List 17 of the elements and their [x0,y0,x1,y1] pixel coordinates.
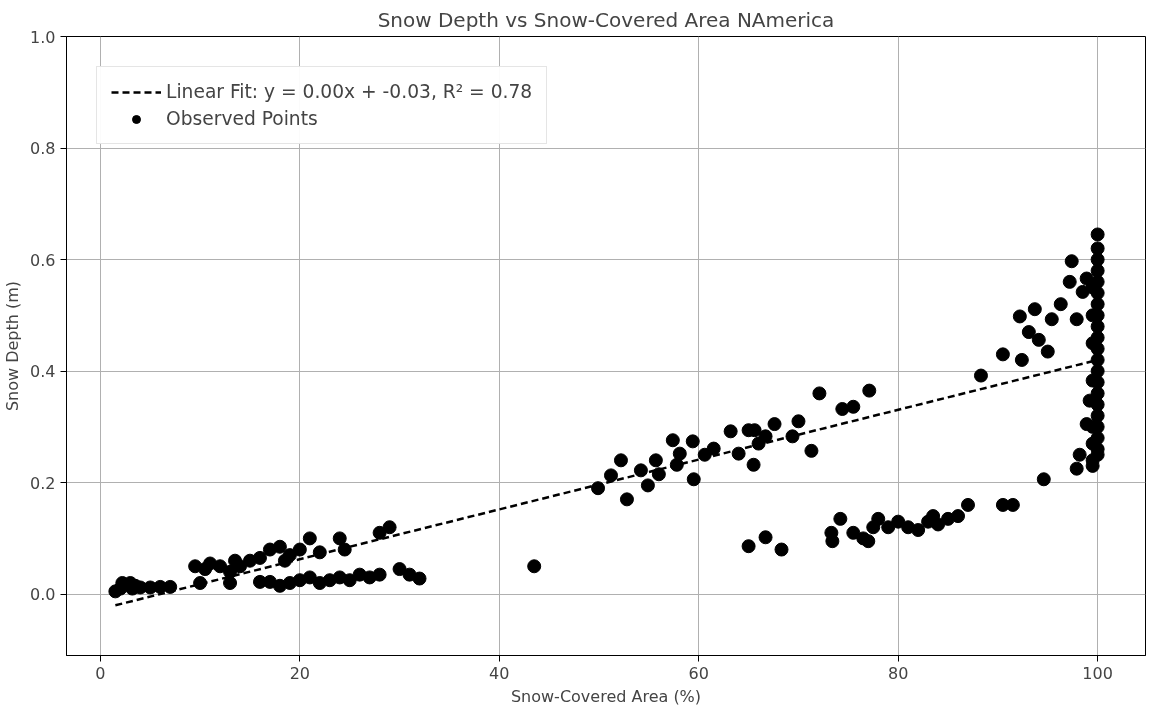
x-tick-label: 60 [688,663,709,683]
y-axis-title: Snow Depth (m) [3,280,23,412]
y-tick-label: 0.0 [30,585,56,605]
x-tick-label: 40 [489,663,510,683]
chart-title: Snow Depth vs Snow-Covered Area NAmerica [377,7,835,32]
x-tick-label: 80 [888,663,909,683]
y-tick-label: 0.2 [30,473,56,493]
y-tick-label: 0.4 [30,362,56,382]
x-tick-label: 0 [95,663,106,683]
y-tick-label: 0.6 [30,250,56,270]
x-tick-label: 100 [1082,663,1113,683]
legend-label: Observed Points [166,108,318,129]
y-tick-label: 1.0 [30,27,56,47]
y-tick-label: 0.8 [30,139,56,159]
x-tick-label: 20 [289,663,311,683]
legend-label: Linear Fit: y = 0.00x + -0.03, R² = 0.78 [166,81,533,102]
x-axis-title: Snow-Covered Area (%) [510,686,702,706]
